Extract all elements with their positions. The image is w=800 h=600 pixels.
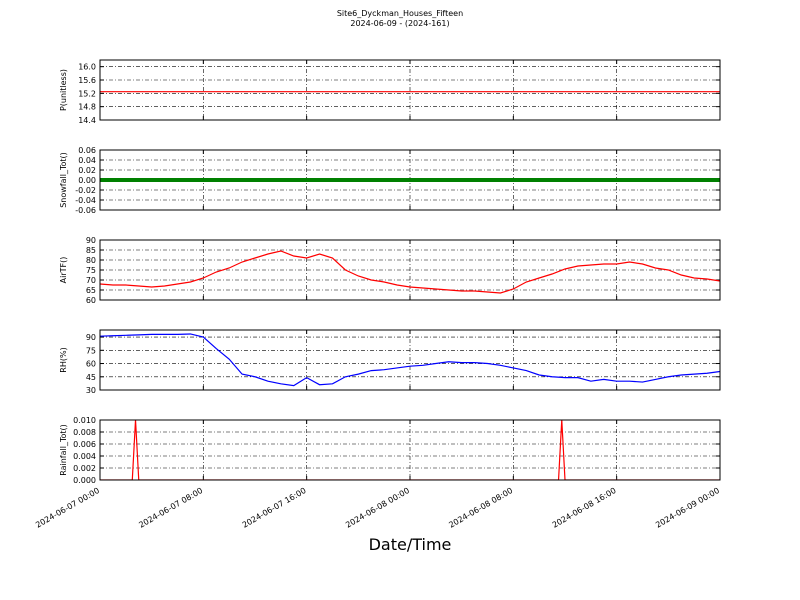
y-tick-label: 30 [86,386,96,395]
x-axis-label: Date/Time [369,535,452,554]
y-tick-label: 60 [86,296,96,305]
x-tick-label: 2024-06-07 00:00 [34,486,101,530]
y-tick-label: 60 [86,360,96,369]
y-tick-label: 0.02 [78,166,96,175]
y-tick-label: 75 [86,266,96,275]
y-tick-label: 0.002 [73,464,96,473]
y-tick-label: -0.06 [75,206,96,215]
y-tick-label: 15.6 [78,76,96,85]
y-tick-label: 0.04 [78,156,96,165]
y-tick-label: 0.00 [78,176,96,185]
y-tick-label: 0.000 [73,476,96,485]
plot-frame [99,239,721,301]
y-tick-label: 45 [86,373,96,382]
y-tick-label: 65 [86,286,96,295]
x-tick-label: 2024-06-08 08:00 [447,486,514,530]
y-tick-label: 0.06 [78,146,96,155]
y-axis-label: AirTF() [59,257,68,284]
y-axis-label: Snowfall_Tot() [59,152,68,208]
y-tick-label: 14.4 [78,116,96,125]
y-tick-label: 80 [86,256,96,265]
x-tick-label: 2024-06-09 00:00 [654,486,721,530]
x-tick-label: 2024-06-07 08:00 [137,486,204,530]
y-tick-label: -0.02 [75,186,96,195]
y-tick-label: 0.008 [73,428,96,437]
plot-frame [99,419,721,481]
x-tick-label: 2024-06-08 00:00 [344,486,411,530]
y-axis-label: RH(%) [59,347,68,372]
plot-frame [99,329,721,391]
y-tick-label: 85 [86,246,96,255]
plot-frame [99,59,721,121]
chart-subtitle: 2024-06-09 - (2024-161) [350,19,449,28]
plot-frame [99,149,721,211]
x-tick-label: 2024-06-08 16:00 [551,486,618,530]
y-tick-label: 0.006 [73,440,96,449]
data-line [100,420,720,480]
y-tick-label: 14.8 [78,103,96,112]
y-tick-label: 70 [86,276,96,285]
y-tick-label: 90 [86,333,96,342]
y-tick-label: 0.004 [73,452,96,461]
y-tick-label: 15.2 [78,89,96,98]
data-line [100,333,720,387]
y-axis-label: P(unitless) [59,69,68,111]
y-tick-label: 90 [86,236,96,245]
x-tick-label: 2024-06-07 16:00 [241,486,308,530]
y-axis-label: Rainfall_Tot() [59,424,68,476]
y-tick-label: 16.0 [78,63,96,72]
y-tick-label: -0.04 [75,196,96,205]
y-tick-label: 75 [86,346,96,355]
data-line [100,250,720,294]
chart-title: Site6_Dyckman_Houses_Fifteen [337,9,463,18]
y-tick-label: 0.010 [73,416,96,425]
